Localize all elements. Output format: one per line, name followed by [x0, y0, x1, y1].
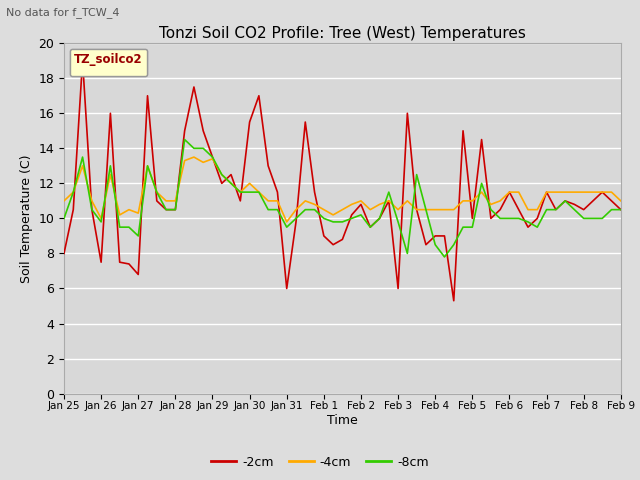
- -2cm: [79, 58, 86, 63]
- -2cm: [450, 298, 458, 304]
- -4cm: [200, 159, 207, 165]
- -8cm: [172, 207, 179, 213]
- -2cm: [200, 128, 207, 133]
- -2cm: [366, 224, 374, 230]
- -2cm: [180, 128, 188, 133]
- -8cm: [264, 207, 272, 213]
- -4cm: [376, 202, 383, 207]
- -4cm: [190, 154, 198, 160]
- -4cm: [60, 198, 68, 204]
- -8cm: [60, 216, 68, 221]
- -2cm: [264, 163, 272, 168]
- -4cm: [283, 219, 291, 225]
- Title: Tonzi Soil CO2 Profile: Tree (West) Temperatures: Tonzi Soil CO2 Profile: Tree (West) Temp…: [159, 25, 526, 41]
- -2cm: [561, 198, 569, 204]
- -8cm: [440, 254, 448, 260]
- -8cm: [403, 251, 411, 256]
- -4cm: [172, 198, 179, 204]
- Line: -2cm: -2cm: [64, 60, 621, 301]
- -2cm: [60, 251, 68, 256]
- -4cm: [617, 198, 625, 204]
- -4cm: [561, 189, 569, 195]
- -4cm: [264, 198, 272, 204]
- -4cm: [413, 207, 420, 213]
- -8cm: [200, 145, 207, 151]
- Legend: -2cm, -4cm, -8cm: -2cm, -4cm, -8cm: [206, 451, 434, 474]
- -8cm: [180, 137, 188, 143]
- -2cm: [403, 110, 411, 116]
- Line: -8cm: -8cm: [64, 140, 621, 257]
- Text: No data for f_TCW_4: No data for f_TCW_4: [6, 7, 120, 18]
- -2cm: [617, 207, 625, 213]
- -8cm: [561, 198, 569, 204]
- Legend: : [70, 49, 147, 76]
- X-axis label: Time: Time: [327, 414, 358, 427]
- -8cm: [366, 224, 374, 230]
- -8cm: [617, 207, 625, 213]
- Line: -4cm: -4cm: [64, 157, 621, 222]
- Y-axis label: Soil Temperature (C): Soil Temperature (C): [20, 154, 33, 283]
